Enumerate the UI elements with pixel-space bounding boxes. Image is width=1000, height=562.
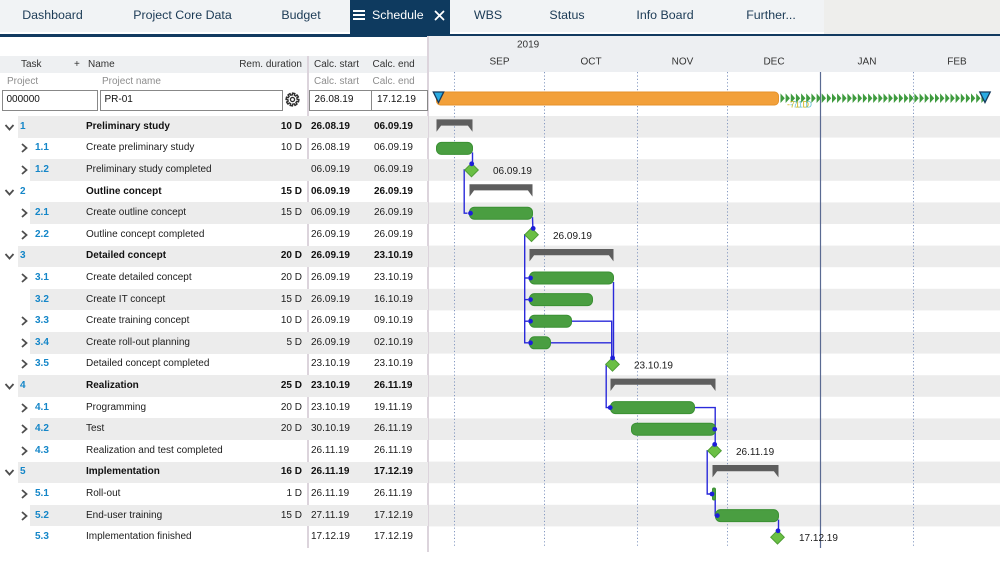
svg-text:2019: 2019 xyxy=(517,40,540,51)
svg-text:-71 D: -71 D xyxy=(787,100,810,110)
svg-text:06.09.19: 06.09.19 xyxy=(493,166,532,177)
svg-text:NOV: NOV xyxy=(672,57,694,68)
svg-text:SEP: SEP xyxy=(489,57,509,68)
svg-text:26.11.19: 26.11.19 xyxy=(736,447,775,458)
svg-text:23.10.19: 23.10.19 xyxy=(634,360,673,371)
svg-text:17.12.19: 17.12.19 xyxy=(799,533,838,544)
svg-text:-71 D: -71 D xyxy=(790,100,813,110)
svg-text:26.09.19: 26.09.19 xyxy=(553,231,592,242)
svg-text:DEC: DEC xyxy=(763,57,784,68)
svg-text:JAN: JAN xyxy=(858,57,877,68)
svg-text:FEB: FEB xyxy=(947,57,967,68)
svg-text:OCT: OCT xyxy=(580,57,601,68)
